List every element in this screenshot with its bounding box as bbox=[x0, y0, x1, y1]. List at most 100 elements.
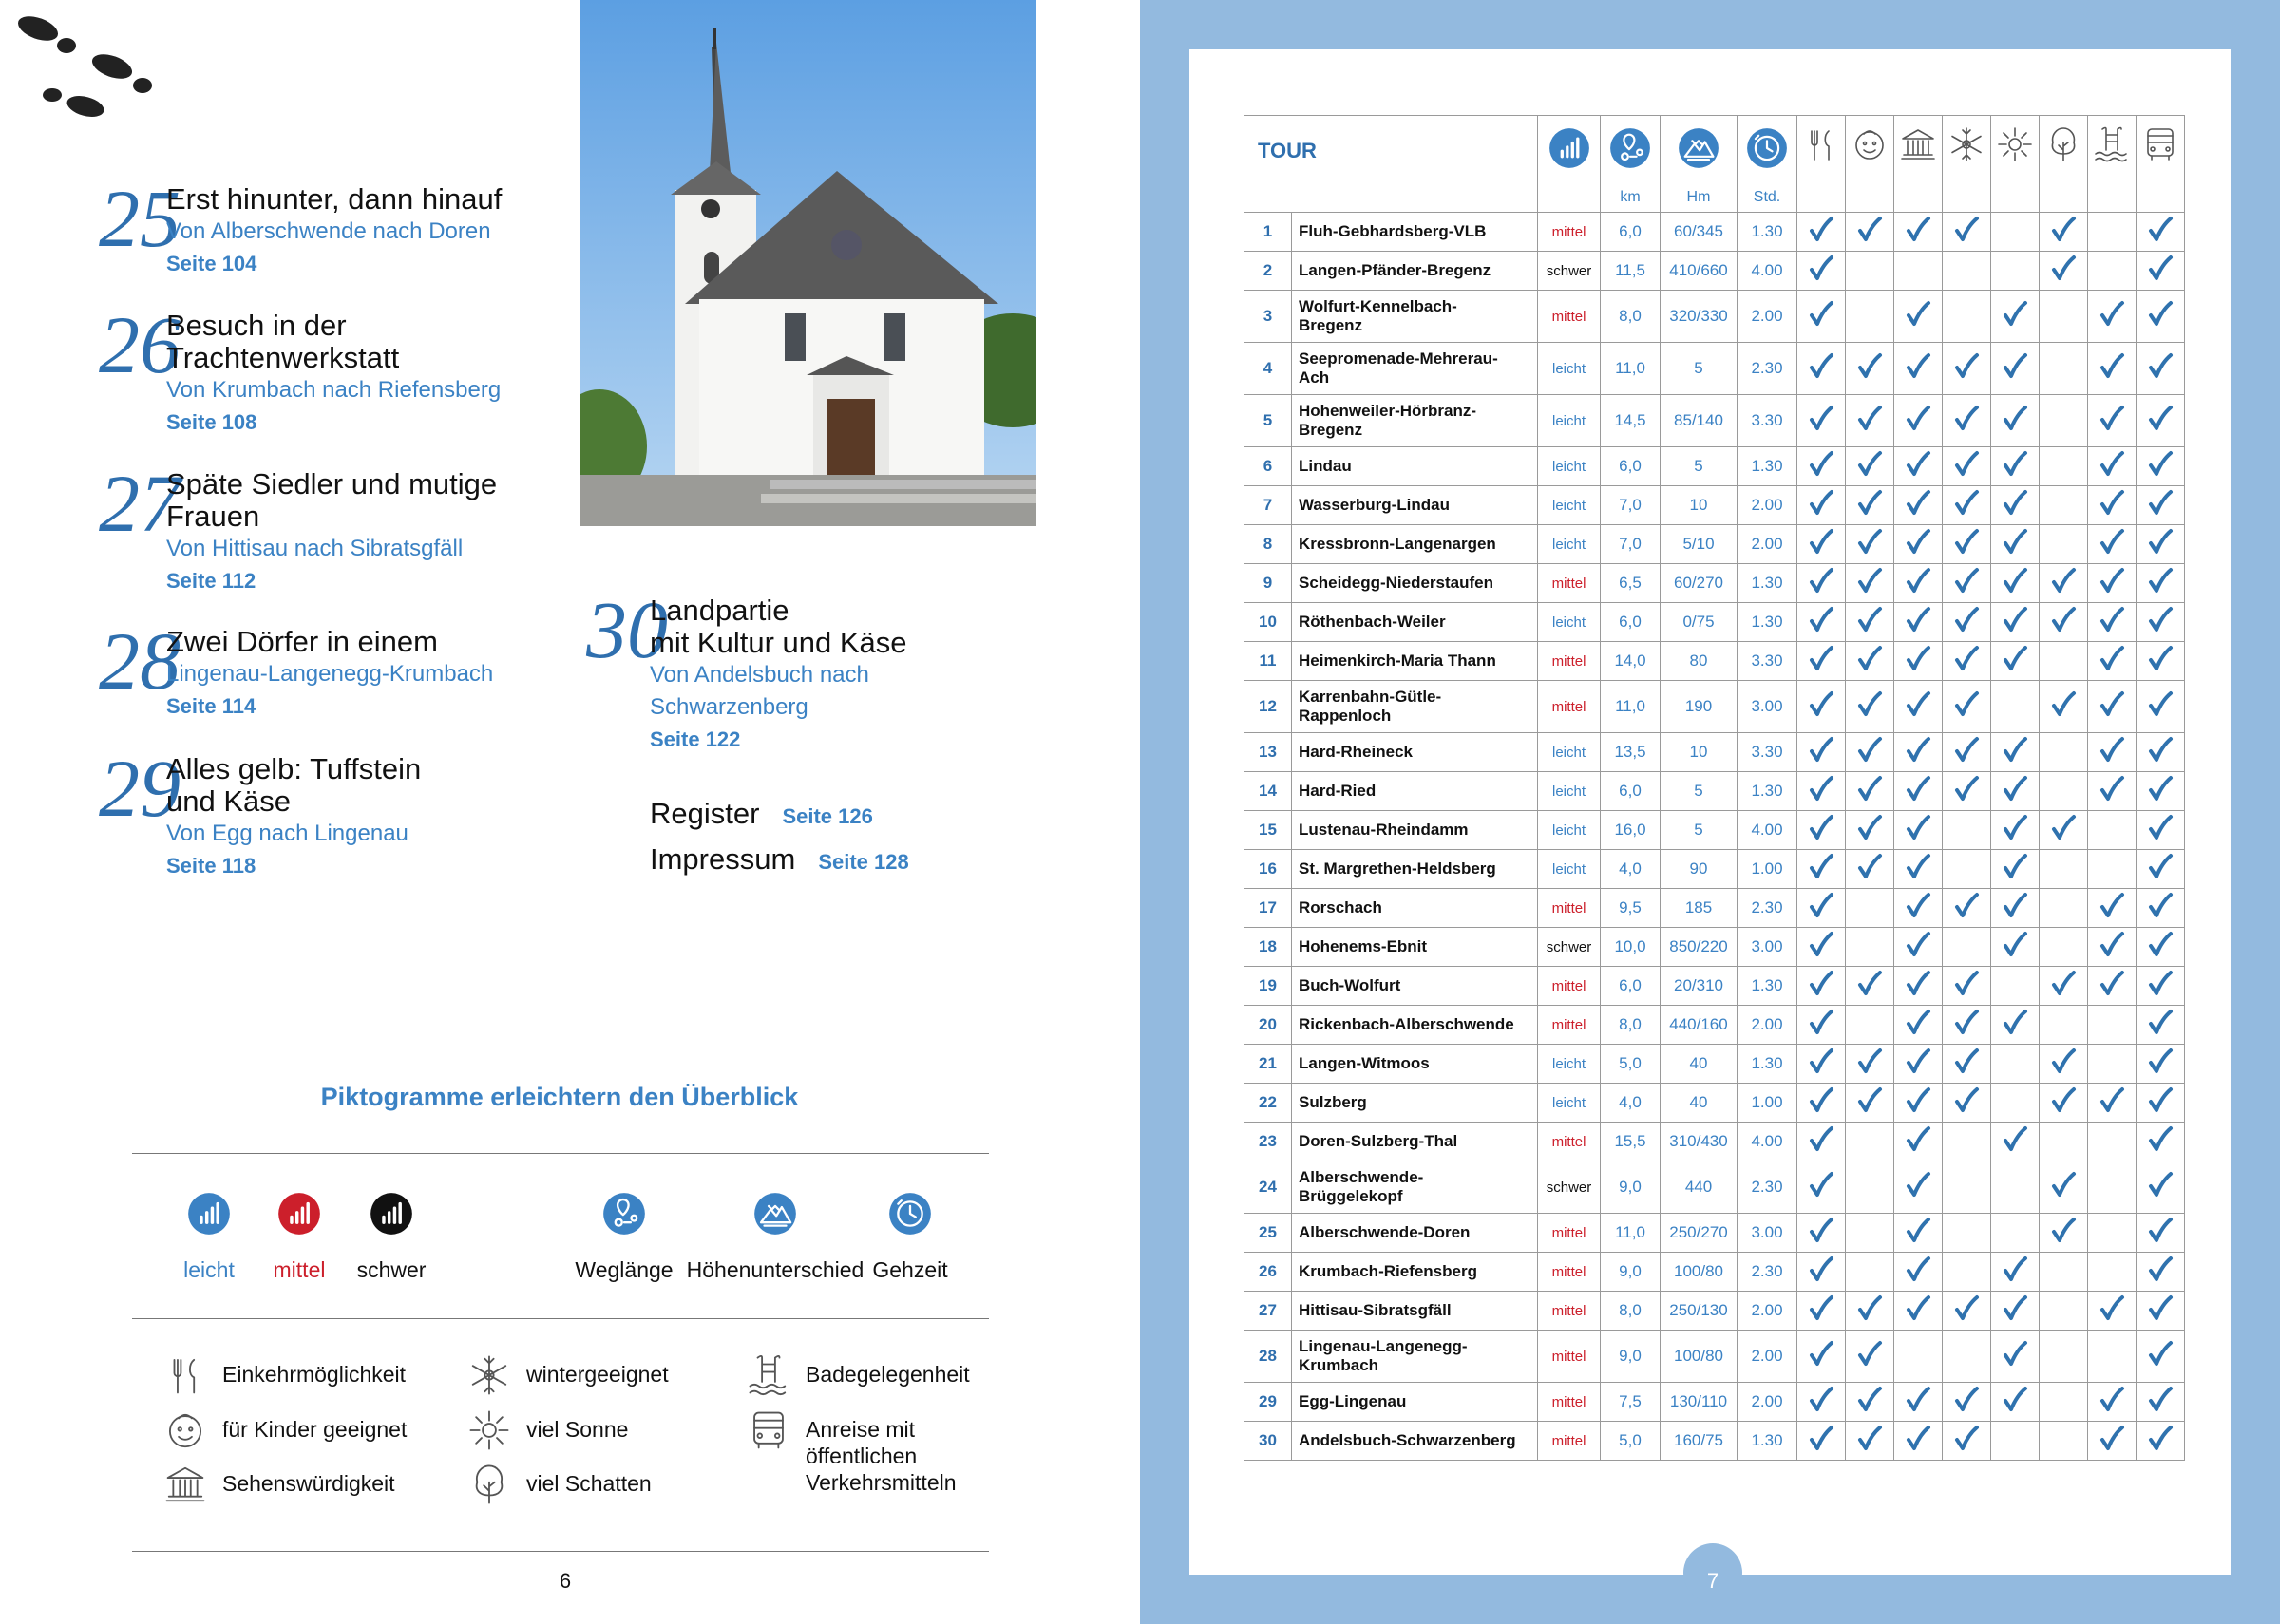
check-mark bbox=[1797, 892, 1845, 925]
feature-cell bbox=[1942, 212, 1991, 252]
check-icon bbox=[2100, 528, 2124, 554]
check-icon bbox=[1858, 352, 1882, 378]
measure-icon bbox=[602, 1192, 646, 1240]
difficulty-label: leicht bbox=[183, 1257, 235, 1282]
check-icon bbox=[1955, 489, 1979, 515]
check-icon bbox=[2004, 405, 2027, 430]
feature-cell bbox=[2136, 1291, 2185, 1331]
header-icon bbox=[1943, 125, 1990, 168]
feature-cell bbox=[1796, 1291, 1846, 1331]
feature-cell bbox=[1942, 1044, 1991, 1084]
check-icon bbox=[2004, 450, 2027, 476]
feature-cell bbox=[1845, 1005, 1894, 1045]
toc-page: Seite 112 bbox=[166, 569, 256, 593]
tour-time: 1.30 bbox=[1737, 212, 1797, 252]
toc-page: Seite 118 bbox=[166, 854, 256, 878]
icon bbox=[603, 1193, 645, 1235]
name-line: Wasserburg-Lindau bbox=[1299, 496, 1450, 514]
check-icon bbox=[1907, 931, 1930, 956]
check-icon bbox=[1955, 1086, 1979, 1112]
tour-table: TOUR km Hm Std. 1 Fluh-Gebhardsberg-VLB mittel… bbox=[1244, 115, 2185, 1461]
feature-cell bbox=[1990, 602, 2040, 642]
check-icon bbox=[1955, 892, 1979, 917]
name-line: Hard-Ried bbox=[1299, 782, 1377, 800]
check-mark bbox=[1797, 300, 1845, 333]
feature-cell bbox=[1942, 1252, 1991, 1292]
check-mark bbox=[2137, 216, 2184, 249]
check-mark bbox=[2040, 1086, 2087, 1120]
check-mark bbox=[1797, 1009, 1845, 1042]
check-mark bbox=[1991, 1256, 2039, 1289]
feature-cell bbox=[1796, 771, 1846, 811]
check-mark bbox=[2088, 1086, 2136, 1120]
tour-name: Buch-Wolfurt bbox=[1291, 966, 1538, 1006]
check-icon bbox=[1955, 352, 1979, 378]
check-mark bbox=[2137, 1048, 2184, 1081]
check-mark bbox=[2137, 690, 2184, 724]
check-mark bbox=[2137, 1009, 2184, 1042]
feature-cell bbox=[2039, 1252, 2088, 1292]
check-icon bbox=[2149, 1009, 2173, 1034]
feature-cell bbox=[2087, 641, 2137, 681]
check-mark bbox=[1894, 1425, 1942, 1458]
tour-km: 16,0 bbox=[1600, 810, 1661, 850]
feature-cell bbox=[1893, 1330, 1943, 1383]
name-line: Kressbronn-Langenargen bbox=[1299, 535, 1496, 553]
feature-cell bbox=[1845, 966, 1894, 1006]
check-mark bbox=[1846, 450, 1893, 483]
check-icon bbox=[1810, 606, 1834, 632]
check-mark bbox=[1894, 690, 1942, 724]
check-icon bbox=[2052, 1086, 2076, 1112]
feature-cell bbox=[1893, 1421, 1943, 1461]
feature-cell bbox=[2039, 485, 2088, 525]
header-cell: Std. bbox=[1737, 115, 1797, 213]
page-number: 7 bbox=[1706, 1569, 1720, 1593]
feature-cell bbox=[2136, 927, 2185, 967]
check-icon bbox=[1907, 645, 1930, 670]
check-icon bbox=[1810, 1171, 1834, 1197]
pictogram-legend: Piktogramme erleichtern den Überblick le… bbox=[132, 1083, 989, 1552]
check-mark bbox=[1797, 970, 1845, 1003]
tour-row: 1 Fluh-Gebhardsberg-VLB mittel 6,0 60/345 1.3… bbox=[1244, 212, 2185, 252]
feature-cell bbox=[1893, 680, 1943, 733]
check-mark bbox=[1991, 567, 2039, 600]
difficulty: mittel bbox=[1537, 1291, 1601, 1331]
check-icon bbox=[2052, 606, 2076, 632]
tour-hm: 80 bbox=[1660, 641, 1738, 681]
check-icon bbox=[2149, 567, 2173, 593]
icon bbox=[1855, 130, 1884, 160]
check-icon bbox=[2149, 1048, 2173, 1073]
tour-time: 4.00 bbox=[1737, 810, 1797, 850]
check-icon bbox=[2149, 1086, 2173, 1112]
feature-cell bbox=[1893, 1044, 1943, 1084]
check-mark bbox=[1797, 1256, 1845, 1289]
check-icon bbox=[2149, 814, 2173, 840]
feature-cell bbox=[2136, 888, 2185, 928]
check-icon bbox=[2100, 300, 2124, 326]
check-icon bbox=[2004, 814, 2027, 840]
feature-cell bbox=[2087, 810, 2137, 850]
check-icon bbox=[2052, 970, 2076, 995]
tour-name: Seepromenade-Mehrerau- Ach bbox=[1291, 342, 1538, 395]
difficulty: schwer bbox=[1537, 251, 1601, 291]
check-mark bbox=[1846, 690, 1893, 724]
feature-cell bbox=[1942, 1005, 1991, 1045]
feature-cell bbox=[1796, 1161, 1846, 1214]
difficulty: leicht bbox=[1537, 446, 1601, 486]
check-mark bbox=[2088, 736, 2136, 769]
church-photo bbox=[580, 0, 1036, 526]
check-mark bbox=[1846, 405, 1893, 438]
feature-cell bbox=[2136, 446, 2185, 486]
difficulty: mittel bbox=[1537, 888, 1601, 928]
feature-cell bbox=[2087, 1122, 2137, 1161]
tour-hm: 20/310 bbox=[1660, 966, 1738, 1006]
check-icon bbox=[2052, 690, 2076, 716]
name-line: Rickenbach-Alberschwende bbox=[1299, 1015, 1514, 1033]
feature-cell bbox=[2039, 1083, 2088, 1123]
check-mark bbox=[1846, 775, 1893, 808]
tour-number: 26 bbox=[1244, 1252, 1292, 1292]
icon bbox=[475, 1464, 504, 1504]
check-icon bbox=[2149, 736, 2173, 762]
feature-cell bbox=[1796, 1382, 1846, 1422]
feature-cell bbox=[1942, 251, 1991, 291]
